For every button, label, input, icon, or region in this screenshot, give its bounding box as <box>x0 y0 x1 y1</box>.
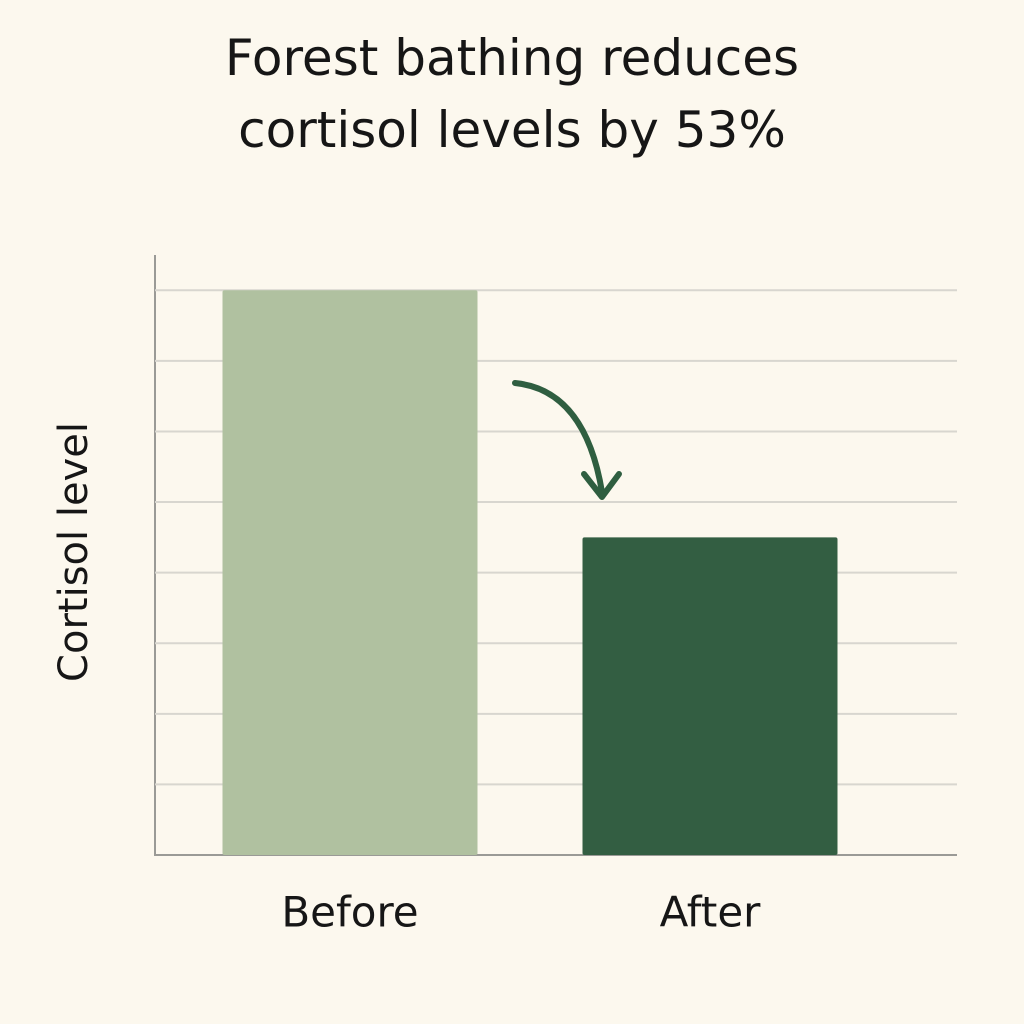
y-axis-label: Cortisol level <box>51 422 97 682</box>
bar <box>582 537 838 855</box>
plot-area <box>155 289 957 856</box>
chart-title: Forest bathing reduces cortisol levels b… <box>224 29 800 159</box>
x-tick-label: Before <box>281 888 418 937</box>
decrease-arrow <box>512 380 605 495</box>
arrow-head <box>581 471 622 500</box>
x-tick-label: After <box>660 888 762 937</box>
bar <box>222 290 478 855</box>
